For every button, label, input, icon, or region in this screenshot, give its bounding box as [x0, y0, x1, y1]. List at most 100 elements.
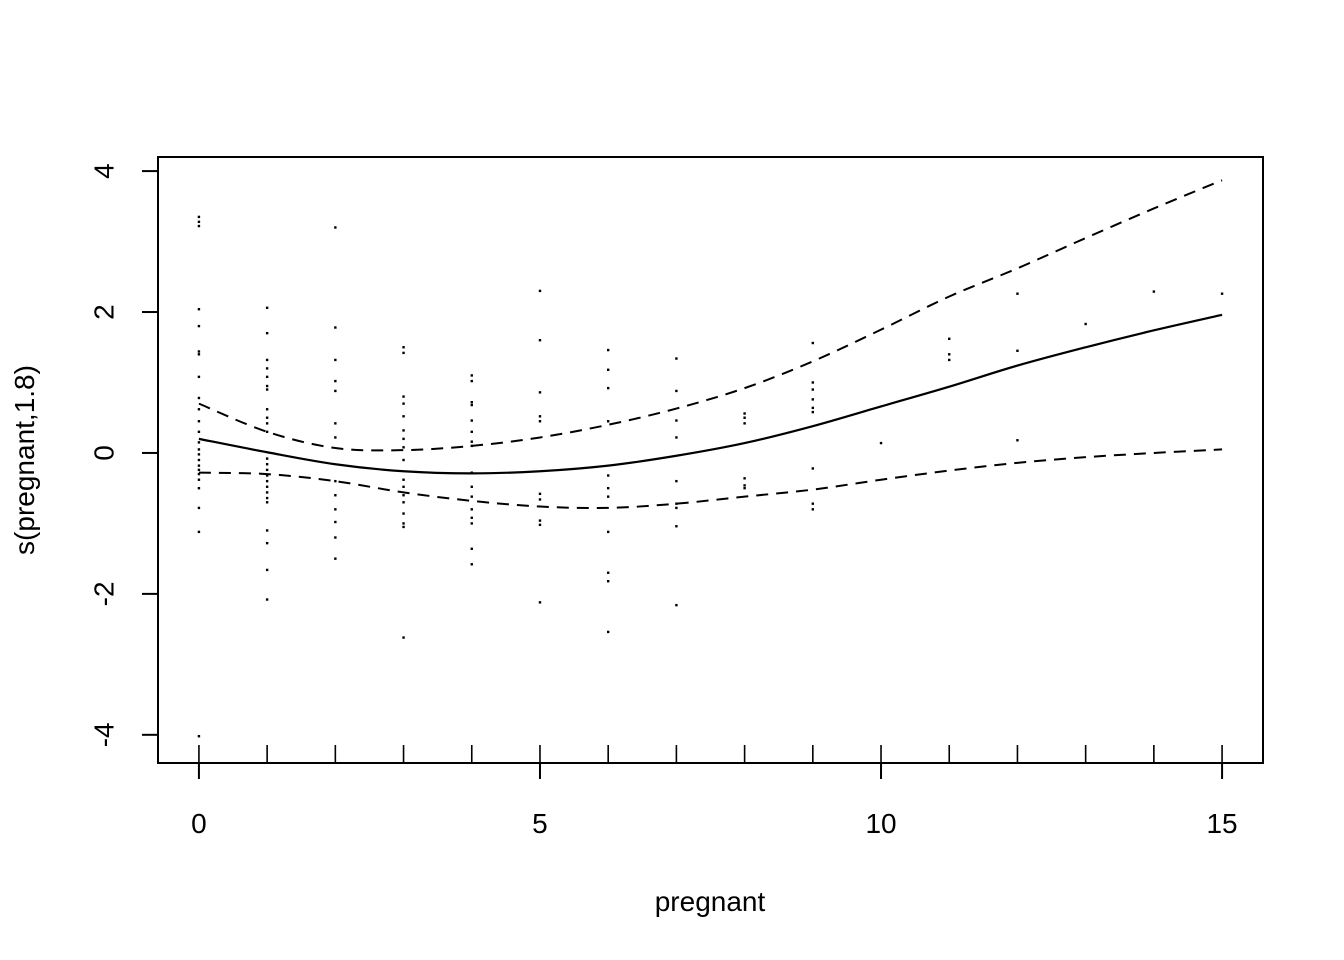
residual-point — [197, 224, 201, 228]
residual-point — [197, 408, 201, 411]
residual-point — [197, 453, 201, 456]
residual-point — [265, 479, 269, 483]
residual-point — [402, 437, 405, 441]
series-lines — [198, 179, 1223, 510]
residual-point — [402, 429, 405, 432]
residual-point — [402, 525, 405, 529]
residual-point — [265, 430, 269, 434]
y-tick-label: 2 — [88, 304, 119, 320]
residual-point — [265, 422, 269, 425]
y-axis: -4 -2 0 2 4 — [88, 163, 158, 747]
residual-point — [675, 436, 678, 439]
y-tick-label: -4 — [88, 722, 119, 747]
residual-point — [1152, 290, 1156, 293]
residual-point — [1220, 292, 1224, 295]
residual-point — [402, 636, 405, 639]
residual-point — [675, 389, 678, 393]
residual-point — [265, 331, 269, 335]
residual-point — [538, 492, 542, 496]
x-axis-label: pregnant — [655, 886, 766, 917]
residual-point — [606, 571, 610, 574]
residual-point — [265, 568, 269, 572]
residual-point — [265, 501, 269, 504]
residual-point — [538, 420, 542, 423]
residual-point — [265, 408, 269, 411]
lower-ci-line — [198, 448, 1223, 510]
residual-point — [197, 420, 201, 423]
residual-point — [197, 353, 201, 356]
residual-point — [606, 474, 610, 477]
residual-point — [197, 324, 201, 328]
residual-point — [265, 358, 269, 362]
y-tick-label: 4 — [88, 163, 119, 179]
residual-point — [197, 458, 201, 462]
residual-point — [1084, 322, 1087, 326]
residual-point — [470, 522, 473, 525]
residual-point — [470, 430, 473, 434]
residual-point — [197, 430, 201, 434]
residual-point — [675, 357, 678, 360]
residual-point — [811, 502, 815, 505]
residual-point — [334, 389, 337, 393]
residual-point — [675, 525, 678, 528]
residual-point — [265, 485, 269, 488]
residual-point — [334, 520, 337, 524]
residual-point — [811, 388, 815, 391]
residual-point — [470, 440, 473, 443]
residual-point — [402, 446, 405, 449]
residual-point — [402, 351, 405, 355]
residual-point — [402, 415, 405, 418]
residual-point — [402, 512, 405, 515]
residual-point — [675, 479, 678, 483]
residual-point — [470, 419, 473, 422]
residual-point — [265, 598, 269, 601]
residual-point — [470, 403, 473, 407]
residual-point — [197, 478, 201, 481]
residual-point — [470, 495, 473, 498]
residual-point — [334, 226, 337, 229]
residual-point — [197, 441, 201, 444]
residual-point — [197, 308, 201, 311]
residual-point — [538, 415, 542, 418]
residual-point — [606, 386, 610, 390]
residual-point — [402, 485, 405, 488]
residual-point — [948, 353, 951, 356]
residual-point — [675, 502, 678, 505]
residual-point — [1016, 292, 1019, 295]
residual-point — [334, 494, 337, 497]
residual-points — [197, 215, 1224, 738]
residual-point — [470, 401, 473, 404]
residual-point — [538, 523, 542, 527]
residual-point — [606, 495, 610, 498]
residual-point — [743, 416, 746, 419]
smooth-fit-line — [198, 313, 1223, 475]
residual-point — [470, 374, 473, 377]
residual-point — [470, 563, 473, 566]
residual-point — [265, 375, 269, 379]
residual-point — [197, 464, 201, 467]
residual-point — [743, 486, 746, 490]
residual-point — [334, 379, 337, 383]
residual-point — [743, 484, 746, 487]
residual-point — [334, 508, 337, 511]
residual-point — [197, 506, 201, 510]
residual-point — [675, 419, 678, 422]
residual-point — [265, 541, 269, 545]
residual-point — [265, 384, 269, 388]
residual-point — [197, 472, 201, 476]
residual-point — [811, 467, 815, 470]
residual-point — [811, 410, 815, 414]
residual-point — [334, 436, 337, 439]
residual-point — [1016, 439, 1019, 442]
residual-point — [538, 339, 542, 342]
y-tick-label: 0 — [88, 445, 119, 461]
x-tick-label: 15 — [1206, 808, 1237, 839]
residual-point — [1016, 349, 1019, 352]
residual-point — [606, 530, 610, 534]
residual-point — [470, 379, 473, 383]
residual-point — [265, 388, 269, 391]
residual-point — [402, 478, 405, 481]
residual-point — [334, 557, 337, 560]
residual-point — [470, 508, 473, 511]
